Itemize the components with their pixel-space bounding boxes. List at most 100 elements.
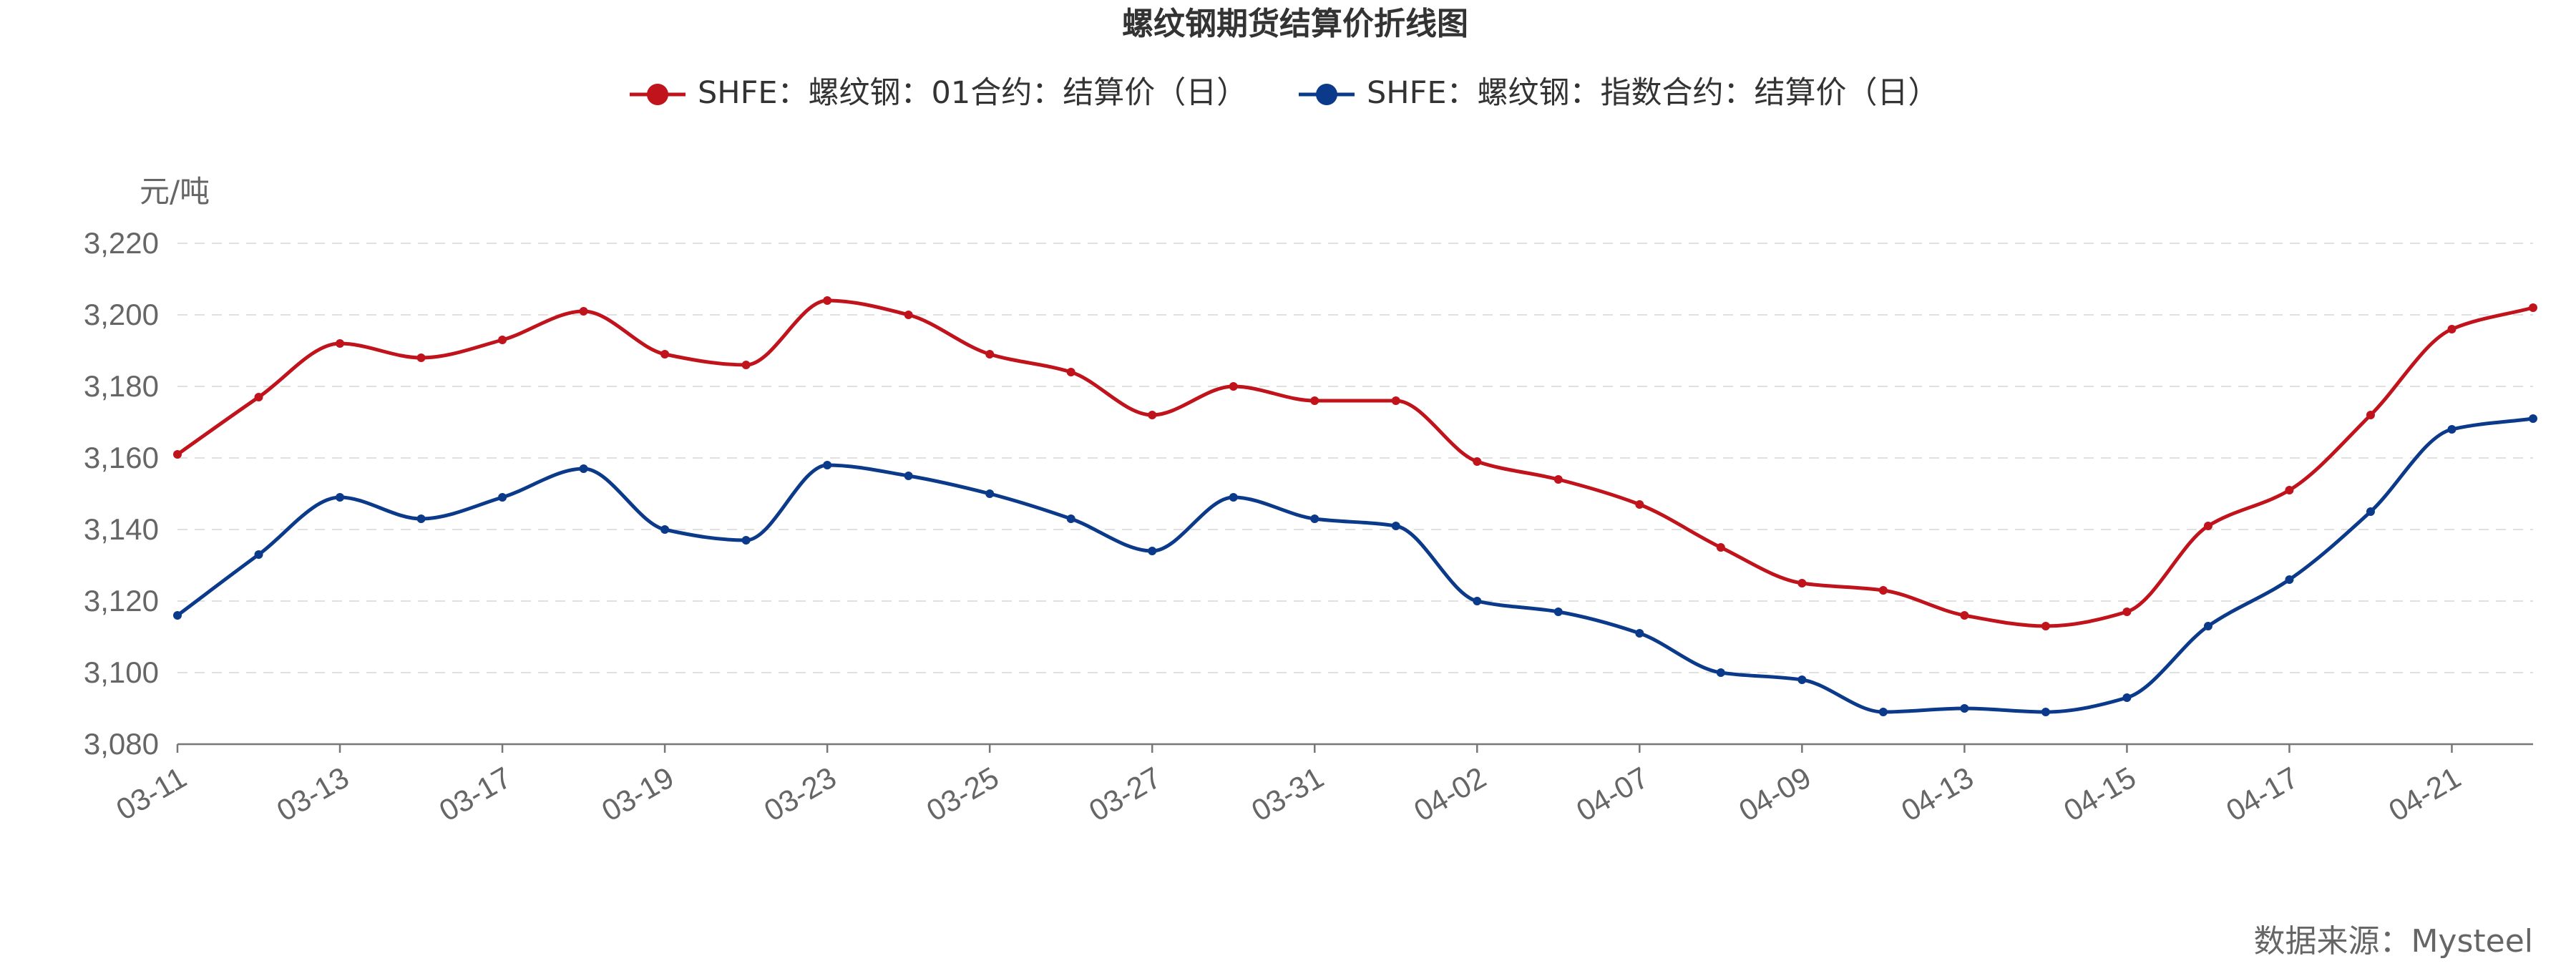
data-point[interactable] [2447,425,2457,434]
x-tick-label: 03-13 [271,760,355,827]
data-point[interactable] [1473,457,1482,466]
data-point[interactable] [1310,396,1319,405]
data-point[interactable] [2447,325,2457,333]
data-point[interactable] [1473,597,1482,605]
data-point[interactable] [254,550,263,559]
data-point[interactable] [1066,514,1075,523]
data-point[interactable] [1716,543,1725,552]
series-settlement-index [173,414,2537,716]
data-source-note: 数据来源：Mysteel [2253,923,2533,960]
data-point[interactable] [1553,608,1563,616]
data-point[interactable] [660,525,670,534]
y-tick-label: 3,160 [84,441,159,474]
data-point[interactable] [2529,303,2537,312]
legend-dot-marker-01 [647,84,668,105]
x-tick-label: 04-07 [1571,760,1654,827]
data-point[interactable] [1391,522,1400,530]
legend-label-01: SHFE：螺纹钢：01合约：结算价（日） [698,75,1247,111]
data-point[interactable] [904,311,913,319]
data-point[interactable] [1716,668,1725,677]
data-point[interactable] [985,489,995,498]
series-line [176,298,2534,628]
x-tick-label: 04-02 [1408,760,1492,827]
data-point[interactable] [254,393,263,401]
x-tick-label: 03-25 [921,760,1005,827]
data-point[interactable] [498,336,507,344]
data-point[interactable] [2366,411,2375,419]
data-point[interactable] [173,450,182,459]
data-point[interactable] [498,493,507,502]
y-tick-label: 3,100 [84,655,159,689]
series-line [176,416,2534,714]
x-tick-label: 04-13 [1896,760,1979,827]
data-point[interactable] [173,611,182,620]
legend[interactable]: SHFE：螺纹钢：01合约：结算价（日） SHFE：螺纹钢：指数合约：结算价（日… [630,75,1939,111]
data-point[interactable] [2203,522,2212,530]
legend-dot-marker-index [1316,84,1337,105]
data-point[interactable] [660,350,670,358]
data-point[interactable] [1635,500,1644,509]
data-point[interactable] [2122,608,2132,616]
data-point[interactable] [579,307,588,316]
x-tick-label: 04-17 [2220,760,2304,827]
data-point[interactable] [1960,611,1969,620]
y-axis-unit: 元/吨 [140,174,210,209]
y-tick-label: 3,180 [84,369,159,403]
x-tick-label: 03-23 [758,760,842,827]
data-point[interactable] [904,472,913,480]
legend-label-index: SHFE：螺纹钢：指数合约：结算价（日） [1367,75,1939,111]
data-point[interactable] [579,464,588,473]
data-point[interactable] [2285,486,2294,494]
data-point[interactable] [741,536,751,545]
data-point[interactable] [1066,368,1075,376]
y-tick-label: 3,140 [84,512,159,546]
data-point[interactable] [1148,411,1157,419]
data-point[interactable] [1960,704,1969,713]
grid [177,243,2533,673]
data-point[interactable] [1148,547,1157,555]
x-tick-label: 03-31 [1246,760,1330,827]
x-tick-label: 04-21 [2383,760,2467,827]
legend-item-settlement-01[interactable]: SHFE：螺纹钢：01合约：结算价（日） [630,75,1247,111]
data-point[interactable] [1229,493,1238,502]
data-point[interactable] [2041,622,2050,630]
data-point[interactable] [1797,675,1807,684]
x-tick-label: 04-15 [2058,760,2142,827]
data-point[interactable] [2041,708,2050,716]
series-settlement-01 [173,296,2537,630]
x-axis-ticks: 03-11 03-13 03-17 03-19 03-23 03-25 03-27 03-31… [110,744,2467,828]
data-point[interactable] [1553,475,1563,484]
data-point[interactable] [1797,579,1807,587]
chart-title: 螺纹钢期货结算价折线图 [1122,6,1468,42]
data-point[interactable] [2285,575,2294,584]
y-tick-label: 3,120 [84,584,159,618]
data-point[interactable] [1229,382,1238,391]
y-tick-label: 3,200 [84,298,159,331]
data-point[interactable] [1878,586,1888,595]
data-point[interactable] [1635,629,1644,638]
data-point[interactable] [985,350,995,358]
data-point[interactable] [1391,396,1400,405]
data-point[interactable] [741,361,751,369]
data-point[interactable] [336,339,345,348]
data-point[interactable] [416,514,426,523]
y-tick-label: 3,080 [84,727,159,761]
x-tick-label: 03-19 [596,760,680,827]
x-tick-label: 03-27 [1083,760,1167,827]
data-point[interactable] [1310,514,1319,523]
y-axis-ticks: 3,080 3,100 3,120 3,140 3,160 3,180 3,200 3,220 [84,226,159,761]
data-point[interactable] [823,296,832,305]
legend-item-settlement-index[interactable]: SHFE：螺纹钢：指数合约：结算价（日） [1299,75,1939,111]
data-point[interactable] [2366,507,2375,516]
data-point[interactable] [416,353,426,362]
x-tick-label: 03-17 [434,760,517,827]
data-point[interactable] [2529,414,2537,423]
y-tick-label: 3,220 [84,226,159,260]
data-point[interactable] [2203,622,2212,630]
data-point[interactable] [823,461,832,469]
data-point[interactable] [2122,693,2132,702]
data-point[interactable] [1878,708,1888,716]
x-tick-label: 04-09 [1733,760,1817,827]
data-point[interactable] [336,493,345,502]
